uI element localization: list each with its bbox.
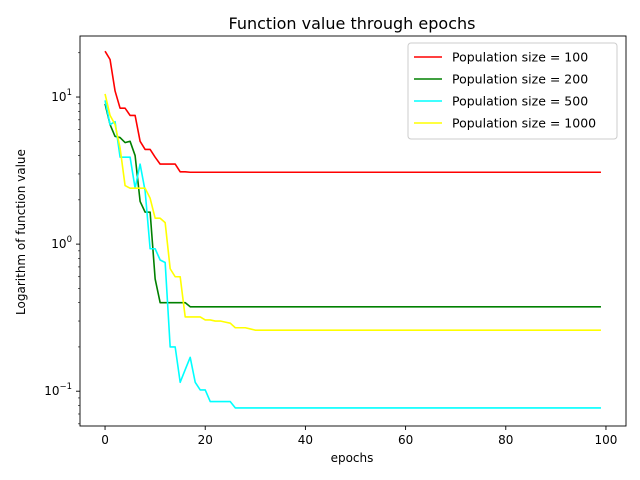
x-tick-label: 0: [101, 433, 109, 447]
series-line-1: [104, 50, 601, 174]
y-tick-label: 10−1: [44, 382, 72, 398]
plot-area: 0 20 40 60 80 100 10−1 100 101: [44, 35, 627, 447]
legend-label-2: Population size = 200: [452, 72, 588, 87]
x-tick-label: 60: [398, 433, 413, 447]
legend-label-3: Population size = 500: [452, 94, 588, 109]
x-tick-label: 40: [298, 433, 313, 447]
x-tick-label: 20: [198, 433, 213, 447]
series-line-3: [104, 100, 601, 409]
series-line-4: [104, 93, 601, 331]
chart-title: Function value through epochs: [229, 14, 476, 33]
legend: Population size = 100 Population size = 2…: [407, 42, 618, 140]
axes-frame: [79, 35, 627, 427]
series-line-2: [104, 103, 601, 308]
legend-label-4: Population size = 1000: [452, 116, 596, 131]
x-tick-label: 80: [498, 433, 513, 447]
y-tick-label: 101: [51, 88, 72, 104]
legend-label-1: Population size = 100: [452, 50, 588, 65]
legend-box: [407, 42, 618, 140]
x-tick-label: 100: [595, 433, 618, 447]
y-tick-label: 100: [51, 235, 72, 251]
x-axis-label: epochs: [331, 451, 374, 465]
y-axis-label: Logarithm of function value: [14, 149, 28, 315]
